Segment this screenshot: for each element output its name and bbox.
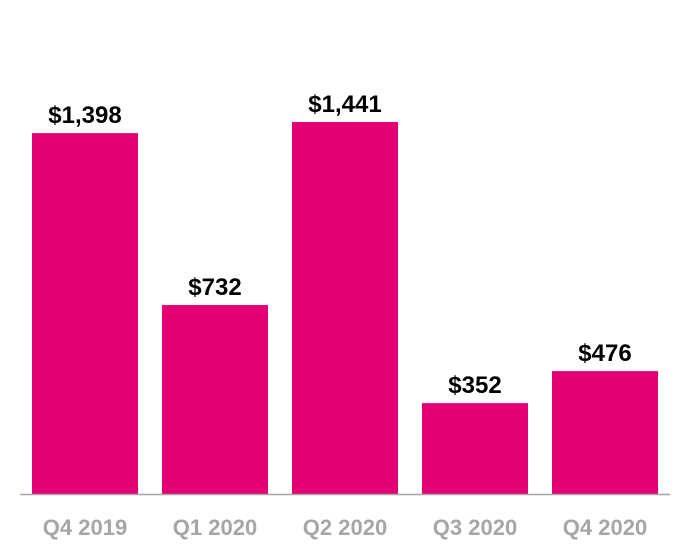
value-label: $1,398	[48, 102, 121, 129]
x-tick-label: Q4 2019	[43, 515, 127, 540]
bars-layer	[32, 122, 658, 494]
x-axis-tick-labels: Q4 2019 Q1 2020 Q2 2020 Q3 2020 Q4 2020	[43, 515, 647, 540]
x-tick-label: Q4 2020	[563, 515, 647, 540]
bar-q3-2020	[422, 403, 528, 494]
bar-q1-2020	[162, 305, 268, 494]
value-labels-layer: $1,398 $732 $1,441 $352 $476	[48, 91, 631, 399]
x-tick-label: Q1 2020	[173, 515, 257, 540]
bar-q4-2019	[32, 133, 138, 494]
value-label: $1,441	[308, 91, 381, 118]
value-label: $476	[578, 340, 631, 367]
value-label: $352	[448, 372, 501, 399]
x-tick-label: Q3 2020	[433, 515, 517, 540]
value-label: $732	[188, 274, 241, 301]
bar-q2-2020	[292, 122, 398, 494]
bar-q4-2020	[552, 371, 658, 494]
x-tick-label: Q2 2020	[303, 515, 387, 540]
